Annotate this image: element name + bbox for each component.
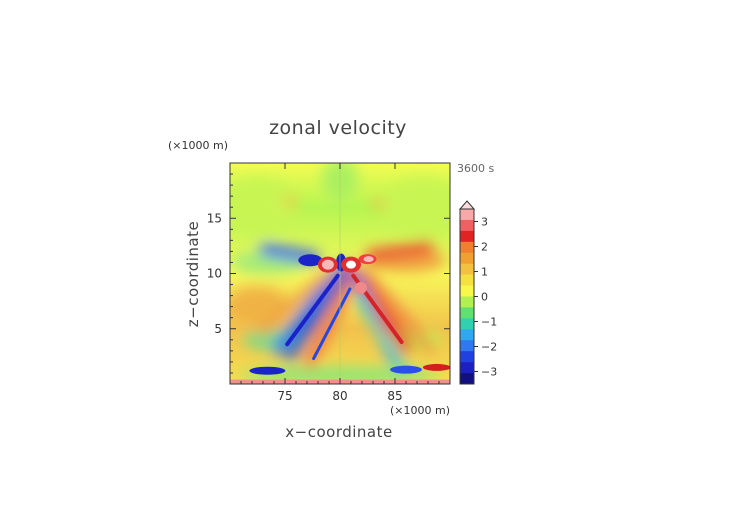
x-tick-label: 80: [332, 389, 347, 403]
wave-band: [360, 269, 435, 354]
colorbar-swatch: [460, 318, 474, 330]
colorbar-swatch: [460, 274, 474, 286]
colorbar-swatch: [460, 209, 474, 221]
wave-band: [355, 293, 408, 375]
x-tick-label: 85: [387, 389, 402, 403]
time-label: 3600 s: [457, 162, 494, 175]
colorbar-swatch: [460, 241, 474, 254]
wave-band: [286, 269, 349, 362]
y-axis-title: z−coordinate: [184, 221, 202, 327]
colorbar-swatch: [460, 252, 474, 264]
field-region: [382, 177, 450, 238]
wave-band: [364, 240, 434, 262]
y-axis-ticks: 5 10 15: [207, 173, 450, 374]
y-tick-label: 10: [207, 267, 222, 281]
colorbar-tick-label: −2: [481, 341, 497, 354]
colorbar-swatch: [460, 307, 474, 319]
colorbar-tick-label: 2: [481, 241, 488, 254]
field-region: [284, 196, 297, 207]
colorbar-swatch: [460, 329, 474, 341]
chart-title: zonal velocity: [269, 117, 407, 139]
colorbar: 3 2 1 0 −1 −2 −3: [458, 200, 497, 385]
x-unit-label: (×1000 m): [390, 404, 450, 417]
field-region: [230, 177, 298, 238]
y-unit-label: (×1000 m): [168, 139, 228, 152]
positive-core: [346, 260, 356, 269]
negative-core: [390, 365, 422, 374]
field-region: [372, 198, 385, 209]
colorbar-tick-label: 0: [481, 291, 488, 304]
y-tick-label: 15: [207, 211, 222, 225]
colorbar-swatch: [460, 373, 474, 385]
colorbar-swatch: [460, 340, 474, 352]
colorbar-swatch: [460, 296, 474, 308]
negative-core: [298, 254, 323, 267]
colorbar-swatch: [460, 285, 474, 297]
wave-band-core: [312, 287, 352, 361]
colorbar-tick-label: 1: [481, 266, 488, 279]
colorbar-tick-label: 3: [481, 216, 488, 229]
colorbar-tick-label: −1: [481, 316, 497, 329]
colorbar-swatch: [460, 219, 474, 232]
positive-core: [363, 256, 374, 263]
positive-core: [354, 281, 367, 294]
velocity-field: [230, 163, 450, 384]
colorbar-swatch: [460, 362, 474, 374]
negative-core: [249, 366, 286, 375]
x-tick-label: 75: [277, 389, 292, 403]
colorbar-tick-label: −3: [481, 366, 497, 379]
colorbar-swatch: [460, 263, 474, 275]
colorbar-extend-triangle: [458, 200, 476, 210]
wave-band: [258, 268, 334, 336]
positive-core: [321, 259, 334, 270]
colorbar-swatch: [460, 351, 474, 363]
positive-core: [422, 363, 450, 371]
plot-area: 75 80 85 5 10 15: [207, 162, 451, 403]
x-axis-title: x−coordinate: [285, 423, 392, 441]
colorbar-swatch: [460, 230, 474, 243]
wave-band-core: [285, 273, 340, 347]
x-axis-ticks: 75 80 85: [240, 163, 440, 403]
y-tick-label: 5: [214, 322, 222, 336]
